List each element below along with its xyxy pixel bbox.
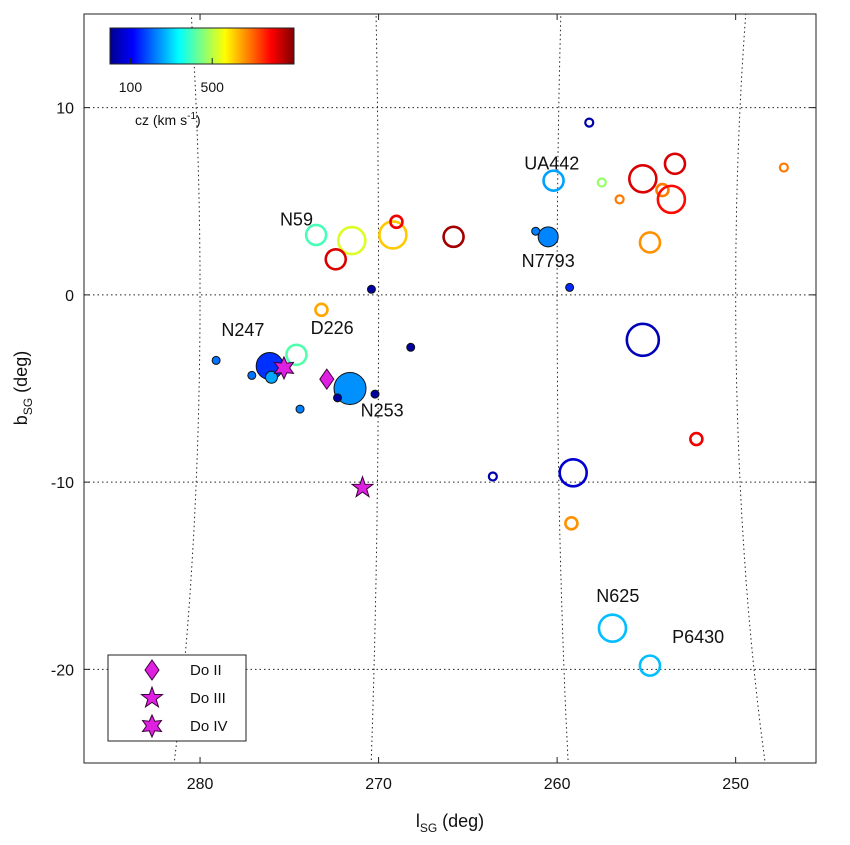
galaxy-point-open [638, 231, 662, 254]
galaxy-point-open [304, 223, 328, 247]
galaxy-point-open [625, 322, 661, 358]
legend-marker-diamond [144, 659, 160, 681]
galaxy-point-filled [211, 355, 221, 365]
plot-background [84, 14, 816, 763]
colorbar-tick-label: 500 [201, 79, 225, 95]
galaxy-point-filled [537, 226, 559, 248]
x-tick-label: 270 [365, 776, 392, 793]
galaxy-point-filled [247, 370, 257, 380]
legend: Do II Do III Do IV [107, 654, 247, 742]
galaxy-point-open [285, 343, 308, 367]
galaxy-point-open [542, 169, 565, 192]
x-tick-label: 280 [187, 776, 214, 793]
legend-label: Do II [190, 662, 222, 679]
galaxy-point-open [638, 654, 662, 677]
legend-marker-star5 [140, 685, 164, 709]
galaxy-point-open [656, 184, 687, 215]
galaxy-point-filled [565, 282, 575, 292]
galaxy-point-filled [333, 393, 343, 403]
y-tick-label: -10 [51, 475, 74, 492]
annotation-ua442: UA442 [524, 153, 579, 173]
galaxy-point-open [614, 194, 625, 205]
galaxy-point-filled [366, 284, 376, 294]
galaxy-point-open [389, 214, 404, 230]
y-axis-ticks: 10 0 -10 -20 [51, 101, 816, 679]
galaxy-point-open [378, 220, 408, 250]
galaxy-point-filled [370, 389, 380, 399]
annotation-n59: N59 [280, 210, 313, 230]
colorbar-label: cz (km s-1) [135, 111, 201, 128]
galaxy-point-filled [295, 404, 305, 414]
galaxy-annotations: UA442 N59 N7793 N247 D226 N253 N625 P6430 [221, 153, 724, 647]
annotation-n247: N247 [221, 320, 264, 340]
colorbar-tick-label: 100 [119, 79, 143, 95]
galaxy-point-open [597, 613, 628, 643]
galaxy-point-open [337, 225, 367, 256]
dwarf-marker-star5 [350, 475, 375, 498]
dwarf-marker-star6 [273, 355, 295, 381]
plot-frame [83, 13, 817, 764]
x-tick-label: 250 [722, 776, 749, 793]
galaxy-point-filled [333, 372, 367, 405]
annotation-p6430: P6430 [672, 627, 724, 647]
galaxy-point-open [655, 182, 670, 198]
dwarf-marker-diamond [319, 368, 335, 391]
legend-box [107, 654, 247, 742]
galaxy-point-open [689, 431, 704, 447]
legend-label: Do IV [190, 718, 228, 735]
galaxy-point-open [558, 457, 588, 488]
galaxy-point-open [564, 516, 579, 531]
annotation-d226: D226 [311, 318, 354, 338]
y-tick-label: 10 [56, 101, 74, 118]
colorbar-ticks: 100 500 [119, 58, 224, 95]
colorbar: 100 500 cz (km s-1) [109, 27, 295, 128]
legend-label: Do III [190, 690, 226, 707]
galaxy-point-open [584, 117, 595, 128]
galaxy-point-open [314, 302, 329, 318]
galaxy-point-open [487, 471, 498, 482]
galaxy-point-filled [406, 342, 416, 352]
galaxy-point-filled [531, 226, 541, 236]
y-tick-label: -20 [51, 662, 74, 679]
colorbar-gradient [109, 27, 295, 65]
x-axis-ticks: 280 270 260 250 [187, 14, 749, 793]
annotation-n253: N253 [361, 401, 404, 421]
x-tick-label: 260 [544, 776, 571, 793]
y-axis-label: bSG (deg) [11, 351, 35, 425]
galaxy-point-open [442, 225, 465, 249]
dwarf-markers [273, 355, 375, 498]
galaxy-point-open [596, 177, 607, 188]
galaxy-point-open [628, 163, 658, 194]
galaxy-markers [211, 117, 789, 677]
legend-marker-star6 [141, 713, 163, 739]
galaxy-point-open [663, 152, 687, 176]
y-tick-label: 0 [65, 288, 74, 305]
galaxy-point-open [778, 162, 789, 173]
galaxy-point-filled [264, 370, 278, 384]
x-axis-label: lSG (deg) [416, 811, 484, 835]
galaxy-point-open [324, 247, 348, 271]
annotation-n625: N625 [596, 586, 639, 606]
annotation-n7793: N7793 [522, 251, 575, 271]
